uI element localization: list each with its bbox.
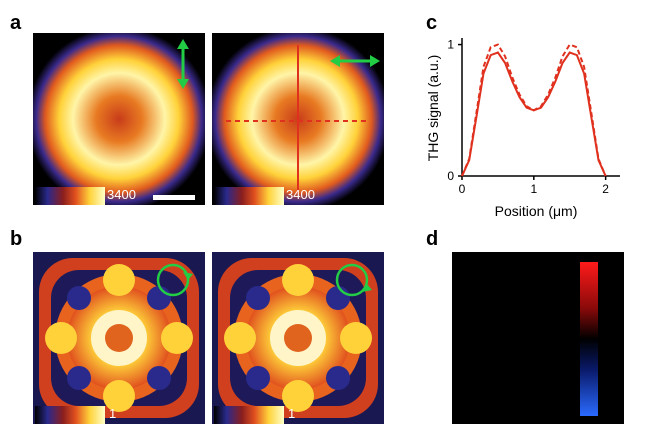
lobed-pattern-b-left <box>33 252 205 424</box>
polarization-arrow-horizontal-icon <box>330 55 380 67</box>
image-d-difference-map <box>452 252 624 424</box>
panel-label-d: d <box>426 228 439 250</box>
colorbar-b-left-max: 1 <box>109 406 117 421</box>
colorbar-d-top: +1 <box>604 256 622 273</box>
image-b-left: 1 <box>33 252 205 424</box>
chart-series-dashed <box>461 43 607 177</box>
colorbar-b-left <box>35 406 105 424</box>
colorbar-a-right-max: 3400 <box>286 187 315 202</box>
chart-x-tick-label: 2 <box>602 182 609 196</box>
ring-profile-a-left <box>33 33 205 205</box>
chart-y-tick-label: 0 <box>447 169 454 183</box>
panel-label-b: b <box>10 228 23 250</box>
circular-polarization-counterclockwise-icon <box>335 263 372 297</box>
colorbar-d-mid: 0 <box>610 330 619 347</box>
image-b-right: 1 <box>212 252 384 424</box>
panel-label-c: c <box>426 12 438 34</box>
chart-y-tick-label: 1 <box>447 38 454 52</box>
colorbar-d <box>580 262 598 416</box>
panel-label-a: a <box>10 12 22 34</box>
chart-xlabel: Position (μm) <box>495 203 578 219</box>
thg-profile-chart: 0 1 2 0 1 THG signal (a.u.) Position (μm) <box>425 38 620 219</box>
colorbar-b-right <box>214 406 284 424</box>
chart-x-tick-label: 1 <box>530 182 537 196</box>
colorbar-d-bottom: -1 <box>608 404 622 421</box>
lobed-pattern-b-right <box>212 252 384 424</box>
chart-x-tick-label: 0 <box>459 182 466 196</box>
circular-polarization-clockwise-icon <box>156 263 193 297</box>
colorbar-a-left-max: 3400 <box>107 187 136 202</box>
chart-ylabel: THG signal (a.u.) <box>425 55 441 162</box>
scale-bar <box>153 195 195 200</box>
polarization-arrow-vertical-icon <box>177 39 189 89</box>
image-a-right: 3400 <box>212 33 384 205</box>
ring-profile-a-right <box>212 33 384 205</box>
colorbar-a-right <box>214 187 284 205</box>
image-a-left: 3400 <box>33 33 205 205</box>
colorbar-b-right-max: 1 <box>288 406 296 421</box>
colorbar-a-left <box>35 187 105 205</box>
